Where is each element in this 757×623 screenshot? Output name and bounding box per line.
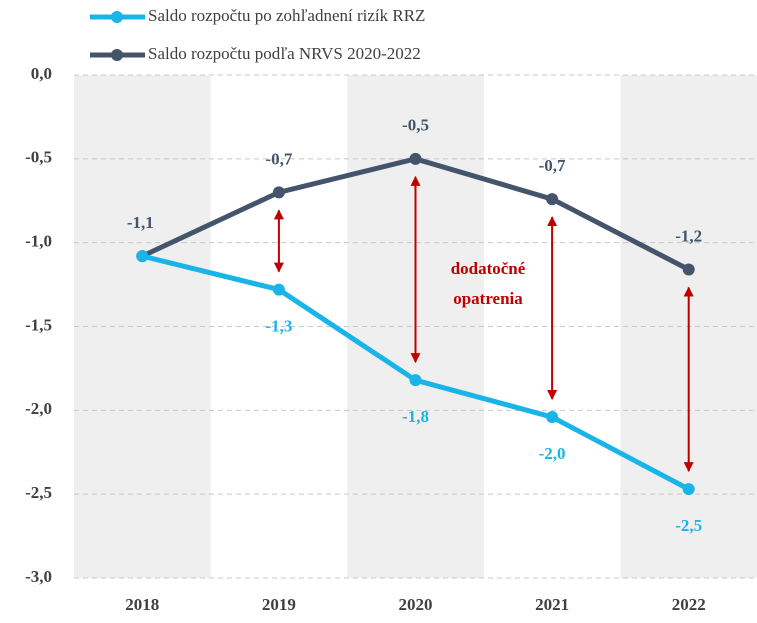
- annotation: opatrenia: [453, 289, 523, 308]
- y-tick-label: -2,5: [25, 483, 52, 502]
- x-tick-label: 2019: [262, 595, 296, 614]
- legend-marker: [111, 11, 123, 23]
- x-tick-label: 2021: [535, 595, 569, 614]
- point: [136, 250, 149, 263]
- point: [682, 263, 695, 276]
- data-label: -0,7: [265, 149, 292, 168]
- legend-marker: [111, 49, 123, 61]
- x-tick-label: 2018: [125, 595, 159, 614]
- point: [409, 152, 422, 165]
- y-tick-label: -0,5: [25, 148, 52, 167]
- data-label: -1,1: [127, 213, 154, 232]
- data-label: -2,0: [539, 444, 566, 463]
- y-tick-label: -1,5: [25, 315, 52, 334]
- point: [409, 374, 422, 387]
- data-label: -0,7: [539, 156, 566, 175]
- data-label: -1,2: [675, 226, 702, 245]
- point: [272, 186, 285, 199]
- point: [546, 193, 559, 206]
- legend-label: Saldo rozpočtu podľa NRVS 2020-2022: [148, 44, 421, 63]
- y-tick-label: 0,0: [31, 64, 52, 83]
- y-tick-label: -1,0: [25, 232, 52, 251]
- point: [272, 283, 285, 296]
- y-tick-label: -2,0: [25, 399, 52, 418]
- annotation: dodatočné: [451, 259, 526, 278]
- y-tick-label: -3,0: [25, 567, 52, 586]
- data-label: -1,8: [402, 407, 429, 426]
- data-label: -2,5: [675, 516, 702, 535]
- data-label: -1,3: [265, 317, 292, 336]
- data-label: -0,5: [402, 116, 429, 135]
- point: [546, 411, 559, 424]
- point: [682, 483, 695, 496]
- x-tick-label: 2022: [672, 595, 706, 614]
- legend-label: Saldo rozpočtu po zohľadnení rizík RRZ: [148, 6, 425, 25]
- x-tick-label: 2020: [399, 595, 433, 614]
